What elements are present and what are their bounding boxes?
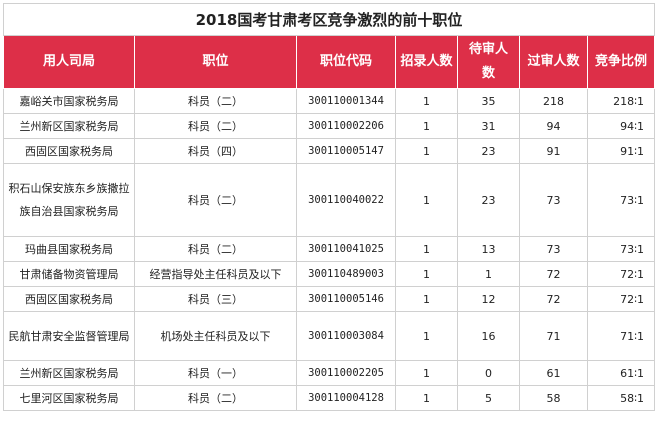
cell-ratio: 72∶1 [587,261,655,287]
cell-dept: 嘉峪关市国家税务局 [3,88,135,114]
cell-ratio: 218∶1 [587,88,655,114]
cell-approved: 72 [519,261,588,287]
cell-code: 300110005147 [296,138,396,164]
cell-approved: 73 [519,236,588,262]
positions-table: 2018国考甘肃考区竞争激烈的前十职位 用人司局 职位 职位代码 招录人数 待审… [3,3,655,411]
cell-code: 300110002206 [296,113,396,139]
header-approved: 过审人数 [519,35,588,89]
cell-pending: 23 [457,138,520,164]
cell-code: 300110041025 [296,236,396,262]
cell-approved: 218 [519,88,588,114]
table-row: 西固区国家税务局 科员（四） 300110005147 1 23 91 91∶1 [3,138,655,164]
cell-pending: 1 [457,261,520,287]
cell-position: 科员（三） [134,286,297,312]
cell-ratio: 73∶1 [587,236,655,262]
cell-code: 300110040022 [296,163,396,237]
cell-recruit: 1 [395,261,458,287]
cell-recruit: 1 [395,88,458,114]
cell-position: 科员（二） [134,385,297,411]
cell-recruit: 1 [395,163,458,237]
cell-dept: 西固区国家税务局 [3,286,135,312]
cell-approved: 91 [519,138,588,164]
header-dept: 用人司局 [3,35,135,89]
table-row: 七里河区国家税务局 科员（二） 300110004128 1 5 58 58∶1 [3,385,655,411]
cell-position: 机场处主任科员及以下 [134,311,297,361]
cell-ratio: 94∶1 [587,113,655,139]
cell-code: 300110004128 [296,385,396,411]
cell-dept: 兰州新区国家税务局 [3,360,135,386]
cell-approved: 73 [519,163,588,237]
cell-dept: 玛曲县国家税务局 [3,236,135,262]
cell-pending: 5 [457,385,520,411]
cell-dept: 七里河区国家税务局 [3,385,135,411]
cell-position: 科员（二） [134,88,297,114]
cell-position: 科员（四） [134,138,297,164]
cell-code: 300110002205 [296,360,396,386]
cell-code: 300110489003 [296,261,396,287]
table-row: 兰州新区国家税务局 科员（一） 300110002205 1 0 61 61∶1 [3,360,655,386]
cell-position: 经营指导处主任科员及以下 [134,261,297,287]
cell-pending: 31 [457,113,520,139]
cell-dept: 甘肃储备物资管理局 [3,261,135,287]
cell-pending: 0 [457,360,520,386]
cell-recruit: 1 [395,360,458,386]
table-row: 嘉峪关市国家税务局 科员（二） 300110001344 1 35 218 21… [3,88,655,114]
cell-approved: 94 [519,113,588,139]
cell-position: 科员（二） [134,236,297,262]
table-row: 民航甘肃安全监督管理局 机场处主任科员及以下 300110003084 1 16… [3,311,655,361]
cell-ratio: 71∶1 [587,311,655,361]
cell-pending: 12 [457,286,520,312]
cell-approved: 72 [519,286,588,312]
table-title: 2018国考甘肃考区竞争激烈的前十职位 [3,3,655,36]
cell-ratio: 61∶1 [587,360,655,386]
cell-approved: 71 [519,311,588,361]
header-row: 用人司局 职位 职位代码 招录人数 待审人数 过审人数 竞争比例 [3,35,655,89]
cell-ratio: 72∶1 [587,286,655,312]
cell-recruit: 1 [395,286,458,312]
header-pending: 待审人数 [457,35,520,89]
cell-position: 科员（二） [134,113,297,139]
cell-position: 科员（一） [134,360,297,386]
cell-recruit: 1 [395,311,458,361]
table-row: 兰州新区国家税务局 科员（二） 300110002206 1 31 94 94∶… [3,113,655,139]
cell-approved: 58 [519,385,588,411]
cell-ratio: 91∶1 [587,138,655,164]
table-row: 积石山保安族东乡族撒拉族自治县国家税务局 科员（二） 300110040022 … [3,163,655,237]
cell-recruit: 1 [395,113,458,139]
cell-recruit: 1 [395,138,458,164]
table-container: 2018国考甘肃考区竞争激烈的前十职位 用人司局 职位 职位代码 招录人数 待审… [3,3,655,426]
header-code: 职位代码 [296,35,396,89]
cell-pending: 13 [457,236,520,262]
cell-dept: 西固区国家税务局 [3,138,135,164]
cell-dept: 积石山保安族东乡族撒拉族自治县国家税务局 [3,163,135,237]
cell-code: 300110003084 [296,311,396,361]
cell-ratio: 73∶1 [587,163,655,237]
cell-dept: 兰州新区国家税务局 [3,113,135,139]
cell-recruit: 1 [395,385,458,411]
table-row: 玛曲县国家税务局 科员（二） 300110041025 1 13 73 73∶1 [3,236,655,262]
cell-pending: 35 [457,88,520,114]
cell-code: 300110001344 [296,88,396,114]
cell-pending: 23 [457,163,520,237]
table-row: 甘肃储备物资管理局 经营指导处主任科员及以下 300110489003 1 1 … [3,261,655,287]
cell-position: 科员（二） [134,163,297,237]
cell-approved: 61 [519,360,588,386]
cell-ratio: 58∶1 [587,385,655,411]
cell-dept: 民航甘肃安全监督管理局 [3,311,135,361]
header-position: 职位 [134,35,297,89]
title-row: 2018国考甘肃考区竞争激烈的前十职位 [3,3,655,36]
header-recruit: 招录人数 [395,35,458,89]
cell-code: 300110005146 [296,286,396,312]
cell-pending: 16 [457,311,520,361]
cell-recruit: 1 [395,236,458,262]
table-row: 西固区国家税务局 科员（三） 300110005146 1 12 72 72∶1 [3,286,655,312]
header-ratio: 竞争比例 [587,35,655,89]
